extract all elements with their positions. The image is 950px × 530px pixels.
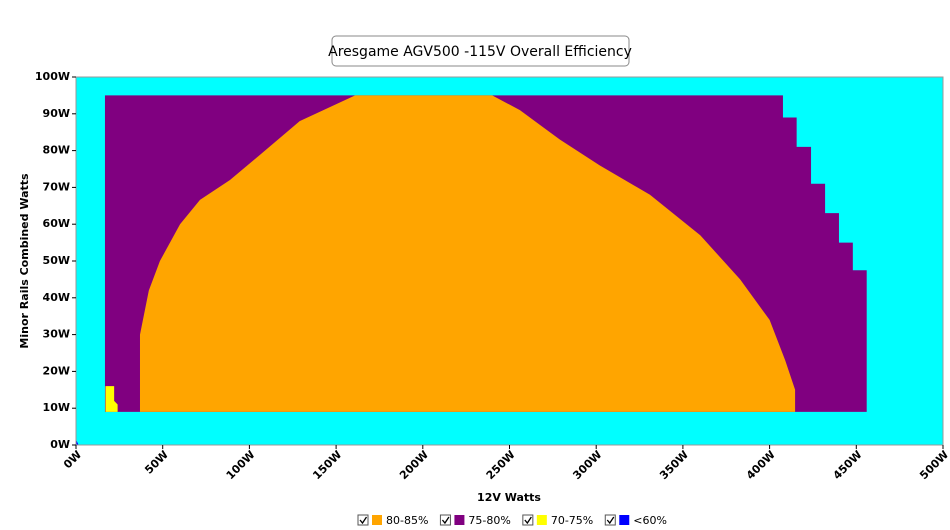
efficiency-region	[105, 386, 118, 412]
legend-label: <60%	[633, 514, 667, 527]
x-axis-label: 12V Watts	[477, 491, 541, 504]
y-tick-label: 70W	[43, 180, 70, 193]
chart-title: Aresgame AGV500 -115V Overall Efficiency	[328, 44, 632, 60]
legend-label: 80-85%	[386, 514, 428, 527]
legend-swatch	[372, 515, 382, 525]
x-tick-label: 300W	[570, 448, 604, 482]
y-tick-label: 20W	[43, 364, 70, 377]
legend-checkbox[interactable]	[439, 514, 451, 526]
legend-label: 70-75%	[551, 514, 593, 527]
y-tick-label: 30W	[43, 328, 70, 341]
legend-item: 75-80%	[439, 514, 511, 527]
y-tick-label: 50W	[43, 254, 70, 267]
x-tick-label: 450W	[831, 448, 865, 482]
legend-checkbox[interactable]	[522, 514, 534, 526]
y-axis-label: Minor Rails Combined Watts	[18, 173, 31, 349]
y-tick-label: 90W	[43, 107, 70, 120]
y-tick-label: 80W	[43, 144, 70, 157]
legend-check	[606, 516, 615, 525]
x-tick-label: 0W	[61, 448, 84, 471]
legend-check	[524, 516, 532, 525]
legend-check	[359, 516, 368, 525]
legend-swatch	[454, 515, 465, 525]
legend-check	[441, 516, 450, 525]
legend-item: 70-75%	[522, 514, 593, 527]
title-box	[331, 35, 630, 67]
x-tick-label: 50W	[142, 448, 171, 477]
legend-swatch	[536, 515, 547, 525]
y-tick-label: 10W	[43, 401, 70, 414]
x-tick-label: 250W	[484, 448, 518, 482]
efficiency-region	[76, 439, 79, 445]
x-tick-label: 500W	[917, 448, 950, 482]
x-tick-label: 350W	[657, 448, 691, 482]
efficiency-region	[139, 95, 796, 412]
legend-checkbox[interactable]	[604, 514, 616, 526]
y-tick-label: 40W	[43, 291, 70, 304]
x-tick-label: 200W	[397, 448, 431, 482]
y-tick-label: 0W	[50, 438, 70, 451]
legend-swatch	[619, 515, 630, 525]
legend-label: 75-80%	[468, 514, 510, 527]
legend-item: <60%	[604, 514, 667, 527]
y-tick-label: 60W	[43, 217, 70, 230]
legend-checkbox[interactable]	[357, 514, 369, 526]
x-tick-label: 400W	[744, 448, 778, 482]
y-tick-label: 100W	[35, 70, 70, 83]
legend-item: 80-85%	[357, 514, 428, 527]
x-tick-label: 150W	[310, 448, 344, 482]
x-tick-label: 100W	[224, 448, 258, 482]
